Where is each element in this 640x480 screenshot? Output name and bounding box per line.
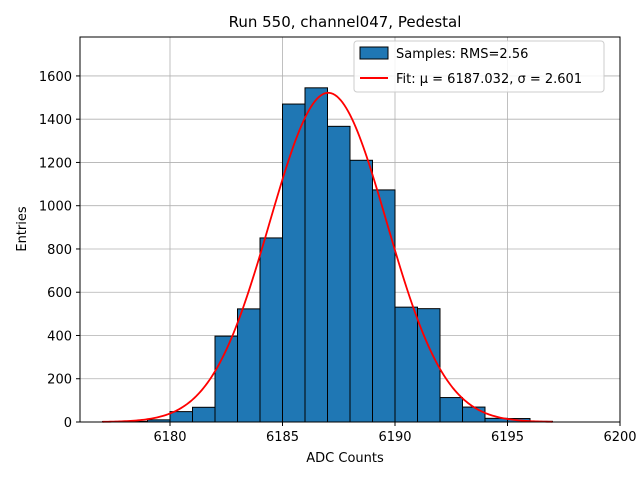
fit-curve	[102, 91, 553, 423]
legend-label-samples: Samples: RMS=2.56	[396, 47, 528, 62]
x-tick-label: 6190	[378, 430, 411, 445]
histogram-bar	[327, 125, 351, 423]
fit-curve-layer	[102, 91, 553, 423]
y-tick-label: 800	[47, 243, 72, 258]
chart-title: Run 550, channel047, Pedestal	[229, 13, 462, 31]
histogram-bar	[259, 237, 283, 423]
y-tick-label: 600	[47, 286, 72, 301]
histogram-bar	[237, 308, 261, 423]
y-tick-label: 1200	[39, 156, 72, 171]
legend-label-fit: Fit: μ = 6187.032, σ = 2.601	[396, 72, 582, 87]
histogram-bar	[304, 87, 328, 423]
y-tick-label: 1000	[39, 200, 72, 215]
y-tick-label: 1600	[39, 70, 72, 85]
plot-frame	[79, 36, 621, 423]
histogram-bar	[349, 159, 373, 423]
histogram-bar	[439, 397, 463, 423]
x-tick-label: 6185	[266, 430, 299, 445]
histogram-bar	[372, 189, 396, 423]
y-tick-label: 400	[47, 329, 72, 344]
y-axis-label: Entries	[15, 206, 30, 252]
y-tick-label: 0	[64, 416, 72, 431]
x-axis-label: ADC Counts	[306, 451, 384, 466]
x-axis-ticks: 6180 6185 6190 6195 6200	[153, 422, 637, 445]
histogram-bar	[282, 103, 306, 423]
histogram-bar	[169, 411, 193, 423]
legend: Samples: RMS=2.56 Fit: μ = 6187.032, σ =…	[353, 40, 605, 93]
x-tick-label: 6200	[603, 430, 636, 445]
histogram-bar	[192, 406, 216, 423]
histogram-bars	[102, 87, 553, 423]
y-axis-ticks: 0 200 400 600 800 1000 1200 1400 1600	[39, 70, 80, 431]
x-tick-label: 6195	[491, 430, 524, 445]
legend-swatch-samples	[359, 46, 389, 60]
histogram-bar	[394, 306, 418, 423]
histogram-bar	[462, 406, 486, 423]
x-tick-label: 6180	[153, 430, 186, 445]
y-tick-label: 200	[47, 373, 72, 388]
legend-box	[353, 40, 605, 93]
y-tick-label: 1400	[39, 113, 72, 128]
